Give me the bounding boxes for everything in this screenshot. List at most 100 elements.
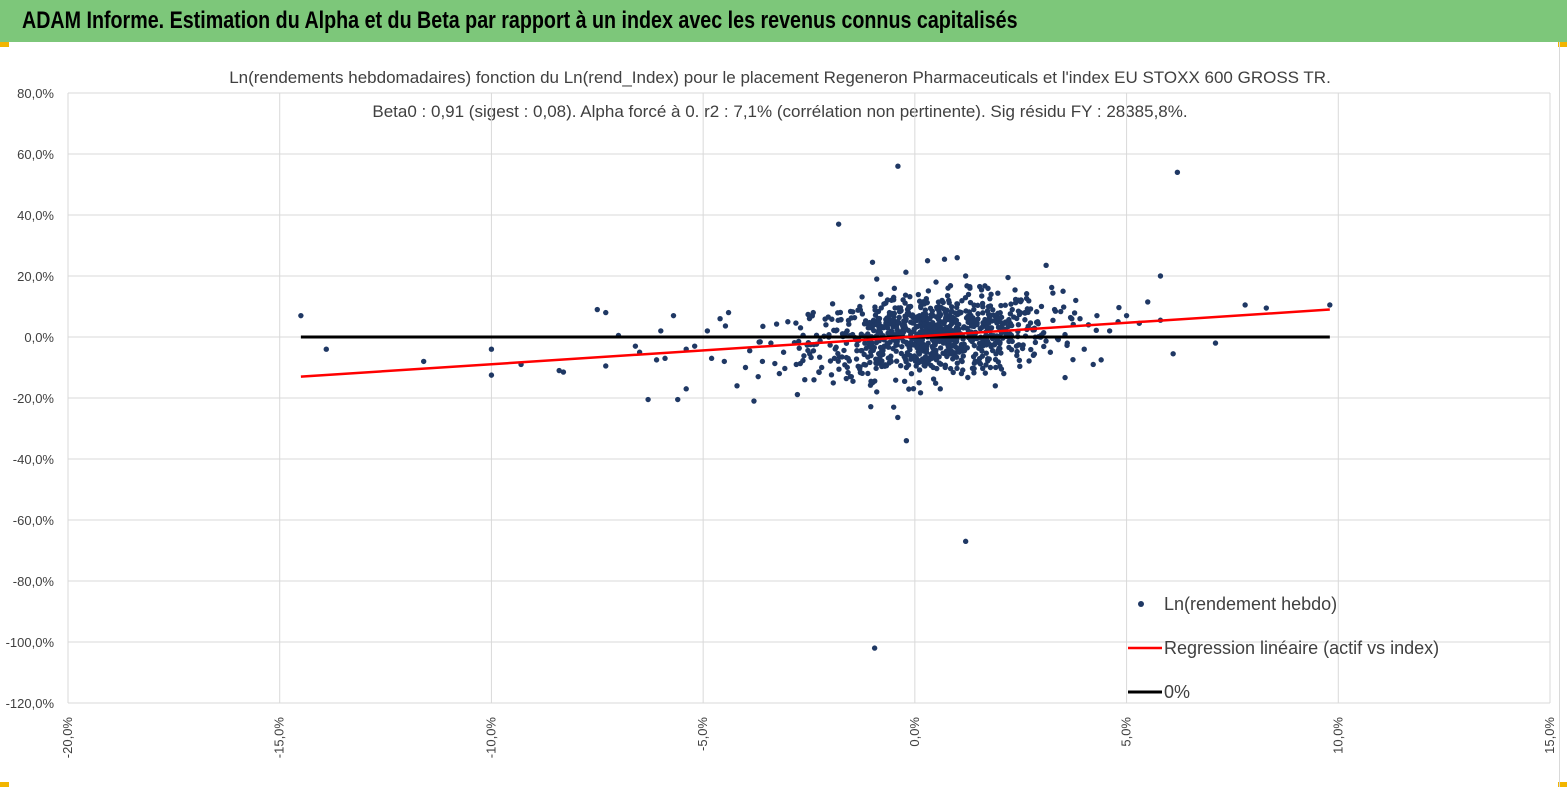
data-point bbox=[895, 414, 901, 421]
data-point bbox=[896, 314, 902, 321]
data-point bbox=[953, 317, 960, 324]
scatter-points bbox=[298, 163, 1333, 651]
data-point bbox=[594, 306, 600, 313]
data-point bbox=[971, 306, 977, 313]
data-point bbox=[954, 360, 960, 366]
data-point bbox=[937, 345, 944, 351]
data-point bbox=[810, 348, 817, 354]
data-point bbox=[911, 353, 918, 359]
data-point bbox=[653, 357, 660, 363]
data-point bbox=[902, 292, 909, 298]
x-tick-label: 10,0% bbox=[1330, 717, 1345, 754]
data-point bbox=[1014, 352, 1020, 359]
data-point bbox=[1001, 370, 1007, 377]
data-point bbox=[973, 318, 979, 324]
data-point bbox=[947, 323, 953, 330]
data-point bbox=[915, 291, 922, 298]
data-point bbox=[797, 325, 804, 331]
data-point bbox=[1212, 340, 1219, 346]
data-point bbox=[877, 291, 884, 297]
legend-item-points: Ln(rendement hebdo) bbox=[1164, 594, 1337, 614]
data-point bbox=[993, 351, 999, 357]
data-point bbox=[844, 364, 850, 371]
data-point bbox=[898, 350, 905, 357]
data-point bbox=[975, 358, 982, 365]
corner-accent-bottom-right bbox=[1558, 782, 1567, 787]
data-point bbox=[755, 373, 761, 380]
data-point bbox=[982, 370, 989, 376]
data-point bbox=[1064, 340, 1070, 346]
data-point bbox=[943, 311, 949, 318]
data-point bbox=[859, 294, 865, 300]
data-point bbox=[877, 344, 884, 351]
data-point bbox=[907, 294, 913, 300]
data-point bbox=[971, 370, 977, 376]
data-point bbox=[985, 303, 992, 310]
report-title: ADAM Informe. Estimation du Alpha et du … bbox=[22, 7, 1018, 34]
data-point bbox=[1242, 302, 1248, 308]
data-point bbox=[760, 323, 766, 330]
chart-gridlines bbox=[67, 92, 1551, 704]
data-point bbox=[1008, 347, 1015, 353]
data-point bbox=[890, 404, 897, 410]
data-point bbox=[964, 345, 970, 351]
data-point bbox=[934, 306, 940, 312]
data-point bbox=[1023, 295, 1030, 302]
data-point bbox=[983, 362, 989, 368]
data-point bbox=[899, 322, 905, 328]
data-point bbox=[829, 301, 836, 307]
data-point bbox=[854, 342, 860, 348]
data-point bbox=[978, 287, 985, 293]
data-point bbox=[780, 349, 787, 355]
data-point bbox=[835, 350, 841, 357]
data-point bbox=[949, 304, 955, 310]
data-point bbox=[971, 342, 978, 349]
data-point bbox=[931, 325, 938, 331]
data-point bbox=[488, 372, 495, 378]
data-point bbox=[954, 301, 961, 307]
data-point bbox=[983, 350, 989, 356]
data-point bbox=[797, 360, 804, 367]
data-point bbox=[915, 339, 922, 345]
data-point bbox=[1062, 374, 1068, 381]
data-point bbox=[954, 255, 960, 261]
data-point bbox=[773, 321, 780, 327]
data-point bbox=[796, 345, 802, 351]
data-point bbox=[904, 350, 911, 356]
data-point bbox=[1327, 302, 1333, 308]
data-point bbox=[983, 324, 990, 331]
data-point bbox=[850, 309, 856, 315]
data-point bbox=[734, 383, 740, 389]
data-point bbox=[785, 319, 791, 325]
data-point bbox=[1022, 317, 1028, 323]
data-point bbox=[801, 353, 807, 359]
data-point bbox=[979, 300, 986, 307]
data-point bbox=[988, 291, 994, 297]
data-point bbox=[987, 364, 994, 371]
data-point bbox=[937, 327, 943, 334]
data-point bbox=[556, 367, 562, 374]
data-point bbox=[795, 338, 802, 345]
legend-marker bbox=[1138, 601, 1144, 607]
data-point bbox=[940, 299, 946, 306]
data-point bbox=[951, 353, 958, 360]
data-point bbox=[1263, 305, 1270, 311]
data-point bbox=[827, 358, 834, 364]
data-point bbox=[805, 311, 811, 318]
data-point bbox=[1002, 302, 1008, 308]
data-point bbox=[893, 324, 900, 331]
y-tick-label: 80,0% bbox=[17, 86, 54, 101]
data-point bbox=[967, 285, 973, 291]
regression-line bbox=[300, 308, 1330, 378]
data-point bbox=[997, 310, 1003, 316]
data-point bbox=[872, 304, 878, 310]
data-point bbox=[843, 354, 850, 361]
data-point bbox=[927, 305, 934, 312]
data-point bbox=[879, 358, 885, 364]
data-point bbox=[942, 362, 949, 368]
data-point bbox=[1069, 316, 1075, 322]
y-tick-label: 0,0% bbox=[24, 330, 54, 345]
chart-title: Ln(rendements hebdomadaires) fonction du… bbox=[229, 68, 1331, 87]
data-point bbox=[1018, 297, 1024, 304]
